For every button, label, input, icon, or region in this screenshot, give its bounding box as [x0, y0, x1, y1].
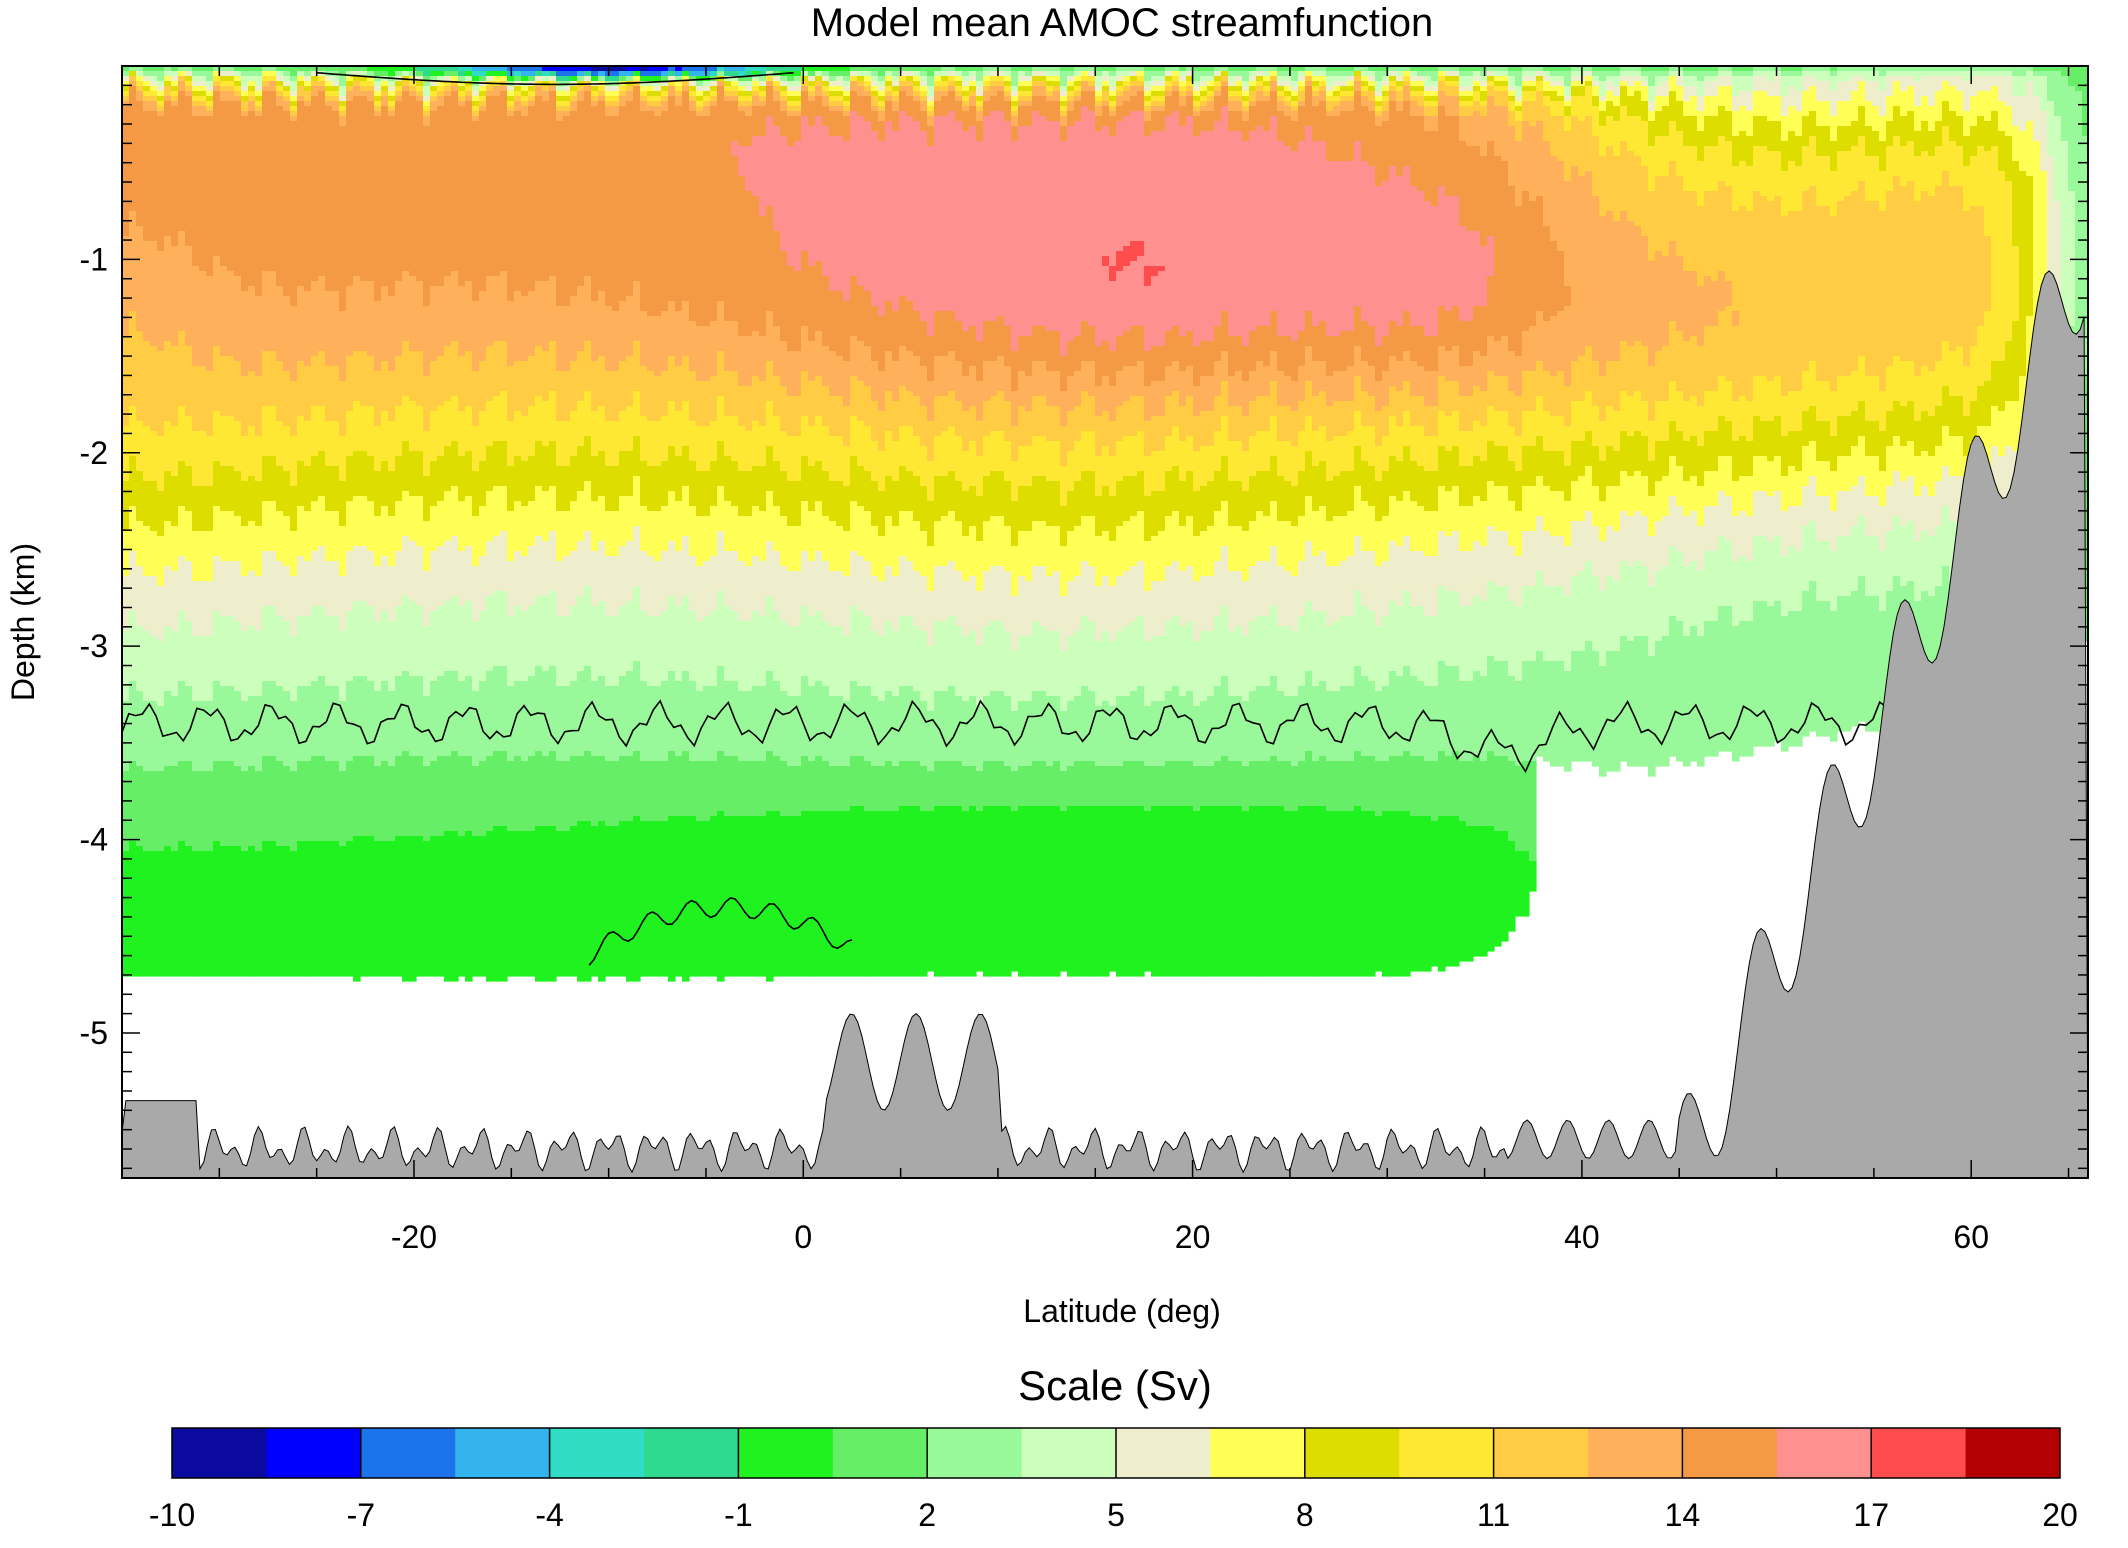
colorbar-tick-label: 11: [1477, 1497, 1510, 1533]
streamfunction-field: [122, 66, 2090, 1112]
colorbar-swatch: [1777, 1428, 1872, 1478]
y-tick-label: -5: [80, 1015, 108, 1051]
colorbar-swatch: [172, 1428, 267, 1478]
colorbar-swatch: [361, 1428, 456, 1478]
x-tick-label: 0: [794, 1219, 812, 1255]
colorbar-tick-label: -1: [724, 1497, 752, 1533]
colorbar-swatch: [738, 1428, 833, 1478]
colorbar-swatch: [1116, 1428, 1211, 1478]
x-axis-label: Latitude (deg): [1023, 1293, 1220, 1329]
colorbar-tick-label: 5: [1107, 1497, 1125, 1533]
colorbar-tick-label: 17: [1853, 1497, 1889, 1533]
colorbar-swatch: [1210, 1428, 1305, 1478]
colorbar-swatch: [455, 1428, 550, 1478]
colorbar-tick-label: 14: [1665, 1497, 1701, 1533]
colorbar-tick-label: 20: [2042, 1497, 2078, 1533]
colorbar-tick-label: -4: [535, 1497, 563, 1533]
colorbar-title: Scale (Sv): [1018, 1362, 1212, 1409]
y-tick-label: -4: [80, 822, 108, 858]
x-tick-label: 40: [1564, 1219, 1600, 1255]
colorbar-swatch: [1871, 1428, 1966, 1478]
colorbar-swatch: [927, 1428, 1022, 1478]
colorbar-swatch: [1305, 1428, 1400, 1478]
colorbar-swatch: [833, 1428, 928, 1478]
x-tick-label: -20: [391, 1219, 437, 1255]
colorbar: -10 -7 -4 -1 2 5 8 11 14 17 20: [149, 1428, 2078, 1533]
colorbar-swatch: [1966, 1428, 2061, 1478]
colorbar-swatch: [1682, 1428, 1777, 1478]
colorbar-swatch: [1494, 1428, 1589, 1478]
chart-title: Model mean AMOC streamfunction: [811, 1, 1433, 45]
y-tick-label: -3: [80, 628, 108, 664]
colorbar-swatch: [1588, 1428, 1683, 1478]
colorbar-swatch: [1399, 1428, 1494, 1478]
colorbar-swatch: [550, 1428, 645, 1478]
colorbar-tick-label: -10: [149, 1497, 195, 1533]
colorbar-tick-label: -7: [347, 1497, 375, 1533]
colorbar-swatch: [644, 1428, 739, 1478]
x-tick-label: 60: [1953, 1219, 1989, 1255]
colorbar-tick-label: 2: [918, 1497, 936, 1533]
x-tick-label: 20: [1175, 1219, 1211, 1255]
colorbar-tick-label: 8: [1296, 1497, 1314, 1533]
y-tick-label: -2: [80, 435, 108, 471]
y-tick-label: -1: [80, 241, 108, 277]
colorbar-swatch: [266, 1428, 361, 1478]
y-axis-label: Depth (km): [5, 543, 41, 701]
colorbar-swatch: [1022, 1428, 1117, 1478]
